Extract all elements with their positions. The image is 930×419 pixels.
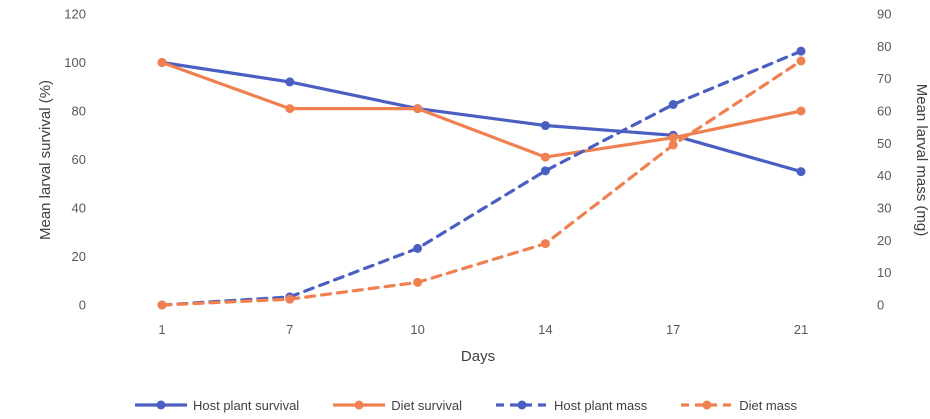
legend-marker xyxy=(156,400,166,410)
legend-marker xyxy=(354,400,364,410)
legend-label: Host plant survival xyxy=(192,397,300,413)
data-point-host-plant-mass xyxy=(668,100,678,110)
data-point-diet-survival xyxy=(796,106,806,116)
y2-tick-label: 80 xyxy=(877,39,891,54)
y-tick-label: 80 xyxy=(72,104,86,119)
x-axis-title: Days xyxy=(461,348,495,365)
series-line-diet-survival xyxy=(160,60,803,159)
data-point-diet-survival xyxy=(285,104,295,114)
legend-swatch-diet-survival xyxy=(333,400,386,410)
data-point-host-plant-survival xyxy=(796,167,806,177)
y-axis-title: Mean larval survival (%) xyxy=(37,80,54,240)
y2-tick-label: 70 xyxy=(877,71,891,86)
data-point-diet-mass xyxy=(668,140,678,150)
legend-label: Diet mass xyxy=(739,397,797,413)
legend-item: Diet mass xyxy=(679,394,797,416)
x-tick-label: 17 xyxy=(666,322,680,337)
series-line-diet-mass xyxy=(160,59,803,307)
y-tick-label: 40 xyxy=(72,201,86,216)
data-point-diet-mass xyxy=(285,294,295,304)
data-point-diet-survival xyxy=(413,104,423,114)
data-point-host-plant-mass xyxy=(796,46,806,56)
series-line-host-plant-survival xyxy=(160,60,803,174)
x-tick-label: 1 xyxy=(158,322,165,337)
data-point-diet-survival xyxy=(157,58,167,67)
y-tick-label: 20 xyxy=(72,249,86,264)
legend-item: Host plant mass xyxy=(494,394,647,416)
data-point-diet-mass xyxy=(157,300,167,310)
y2-tick-label: 50 xyxy=(877,136,891,151)
legend-marker xyxy=(702,400,712,410)
y-tick-label: 60 xyxy=(72,152,86,167)
legend-swatch-host-plant-mass xyxy=(496,400,548,410)
data-point-host-plant-mass xyxy=(413,243,423,253)
y-tick-label: 100 xyxy=(64,55,86,70)
x-tick-label: 14 xyxy=(538,322,552,337)
data-point-host-plant-survival xyxy=(540,121,550,131)
x-tick-label: 10 xyxy=(410,322,424,337)
legend-label: Diet survival xyxy=(391,397,462,413)
y-tick-label: 120 xyxy=(64,7,86,22)
data-point-diet-mass xyxy=(796,56,806,66)
legend-swatch-diet-mass xyxy=(681,400,734,410)
y2-tick-label: 60 xyxy=(877,104,891,119)
data-point-diet-mass xyxy=(540,239,550,249)
data-point-host-plant-survival xyxy=(285,77,295,87)
y2-tick-label: 40 xyxy=(877,168,891,183)
legend-marker xyxy=(517,400,527,410)
data-point-diet-survival xyxy=(668,133,678,143)
y2-tick-label: 0 xyxy=(877,298,884,313)
series-line-host-plant-mass xyxy=(160,49,803,307)
y2-tick-label: 30 xyxy=(877,201,891,216)
y2-axis-title: Mean larval mass (mg) xyxy=(913,84,930,237)
legend-item: Host plant survival xyxy=(133,394,299,416)
legend-swatch-host-plant-survival xyxy=(134,400,187,410)
x-tick-label: 7 xyxy=(286,322,293,337)
y2-tick-label: 90 xyxy=(877,7,891,22)
legend-item: Diet survival xyxy=(331,394,462,416)
y-tick-label: 0 xyxy=(79,298,86,313)
y2-tick-label: 20 xyxy=(877,233,891,248)
data-point-diet-survival xyxy=(540,152,550,162)
y2-tick-label: 10 xyxy=(877,265,891,280)
data-point-diet-mass xyxy=(413,277,423,287)
x-tick-label: 21 xyxy=(794,322,808,337)
legend: Host plant survival Diet survival Host p… xyxy=(0,394,930,416)
legend-label: Host plant mass xyxy=(554,397,648,413)
data-point-host-plant-mass xyxy=(540,166,550,176)
